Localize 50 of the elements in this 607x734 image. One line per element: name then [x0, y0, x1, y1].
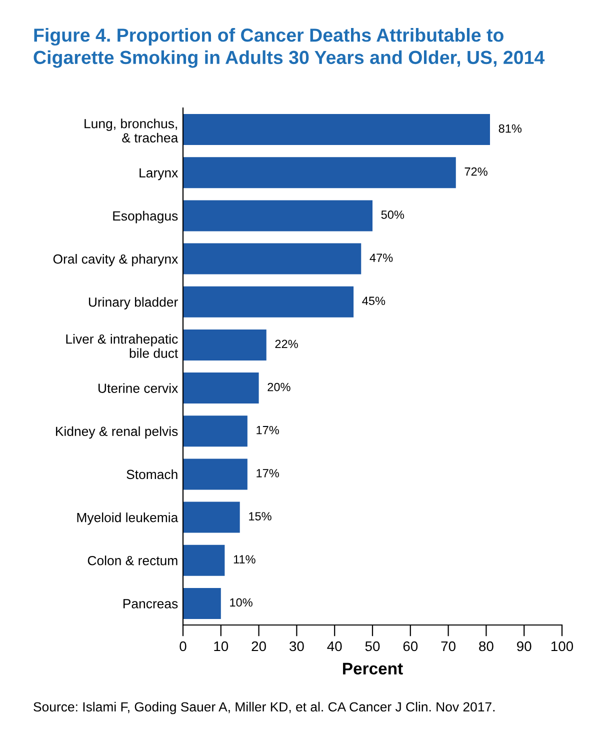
x-axis-title: Percent	[343, 662, 403, 674]
data-label: 20%	[268, 382, 290, 392]
data-label: 17%	[256, 426, 279, 434]
x-tick-label: 0	[180, 641, 186, 652]
x-tick-label: 20	[252, 641, 266, 652]
y-tick-label: Larynx	[140, 168, 178, 180]
y-tick-label: Colon & rectum	[88, 556, 178, 566]
data-label: 45%	[362, 296, 386, 306]
y-tick-label: Myeloid leukemia	[77, 512, 178, 525]
y-tick-label: Esophagus	[113, 210, 178, 224]
y-tick-label: Kidney & renal pelvis	[56, 426, 178, 439]
bar	[183, 200, 372, 232]
y-tick-label: Liver & intrahepatic bile duct	[66, 334, 178, 358]
source-note: Source: Islami F, Goding Sauer A, Miller KD, et al. CA Cancer J Clin. Nov 2017.	[34, 702, 495, 714]
data-label: 47%	[370, 254, 393, 262]
data-label: 10%	[230, 598, 252, 607]
y-tick-label: Oral cavity & pharynx	[53, 254, 178, 266]
x-tick-label: 30	[290, 641, 304, 652]
y-tick-label: Stomach	[126, 469, 178, 480]
y-tick-label: Pancreas	[123, 599, 178, 608]
bar	[183, 114, 490, 146]
bar	[183, 502, 240, 533]
x-tick-label: 70	[441, 641, 456, 652]
bar	[183, 286, 354, 318]
data-label: 17%	[256, 469, 279, 478]
data-label: 22%	[275, 340, 298, 348]
bar	[183, 372, 259, 404]
x-tick-label: 80	[479, 641, 494, 652]
x-tick-label: 60	[403, 641, 418, 652]
bar	[183, 416, 248, 447]
x-tick-label: 40	[327, 641, 342, 652]
data-label: 50%	[381, 210, 404, 219]
bar	[183, 243, 362, 274]
bar	[183, 157, 456, 188]
data-label: 81%	[498, 124, 522, 133]
y-tick-label: Lung, bronchus, & trachea	[84, 118, 178, 143]
x-tick-label: 50	[365, 641, 380, 652]
chart-title: Figure 4. Proportion of Cancer Deaths Attributable to Cigarette Smoking in Adults 30 Years and Older, US, 2014	[34, 28, 545, 68]
bar	[183, 588, 221, 619]
y-tick-label: Urinary bladder	[88, 297, 178, 310]
x-tick-label: 100	[551, 641, 574, 652]
data-label: 11%	[234, 555, 256, 564]
bar	[183, 544, 225, 576]
x-tick-label: 90	[517, 641, 532, 652]
x-tick-label: 10	[214, 641, 228, 652]
bar	[183, 329, 266, 360]
y-tick-label: Uterine cervix	[98, 383, 178, 393]
data-label: 15%	[249, 512, 272, 520]
data-label: 72%	[464, 167, 488, 176]
bar	[183, 458, 248, 490]
